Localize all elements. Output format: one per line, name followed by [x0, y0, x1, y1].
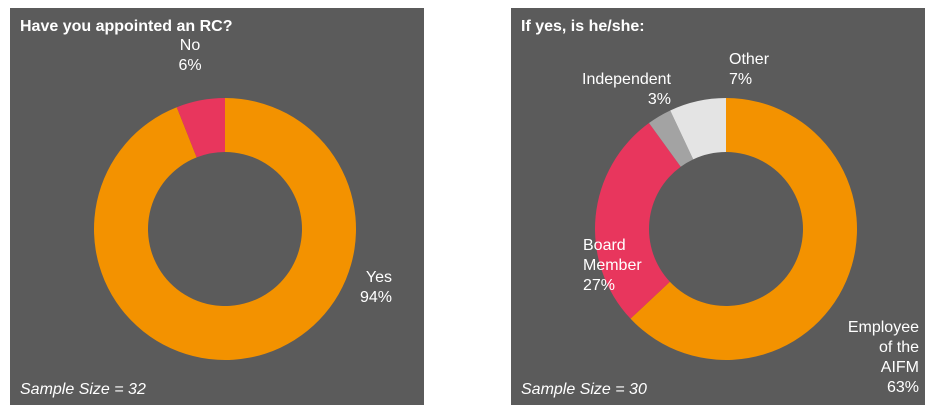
value-label: 63% [886, 379, 919, 396]
slice-label: Employee of the AIFM 63% [841, 318, 919, 398]
slice [595, 123, 681, 319]
donut [595, 98, 857, 360]
value-label: 27% [583, 277, 616, 294]
category-label: Independent [582, 71, 671, 88]
category-label: Other [729, 51, 770, 68]
slice-label: Board Member 27% [583, 236, 653, 296]
value-label: 3% [647, 91, 671, 108]
slice [93, 98, 357, 360]
footnote: Sample Size = 32 [20, 381, 146, 398]
chart-title: Have you appointed an RC? [20, 18, 233, 35]
slice [649, 110, 694, 167]
slice-label: No 6% [160, 36, 220, 76]
value-label: 7% [729, 71, 753, 88]
chart-title: If yes, is he/she: [521, 18, 645, 35]
slice-label: Other 7% [729, 50, 789, 90]
category-label: No [179, 37, 201, 54]
value-label: 6% [178, 57, 202, 74]
slice [176, 98, 225, 158]
value-label: 94% [359, 289, 392, 306]
slice-label: Yes 94% [340, 268, 392, 308]
category-label: Employee of the AIFM [847, 319, 919, 376]
slice [670, 98, 726, 160]
slice-label: Independent 3% [541, 70, 671, 110]
donut [93, 98, 357, 360]
category-label: Board Member [583, 237, 642, 274]
chart-panel: Have you appointed an RC? Sample Size = 3… [10, 8, 424, 405]
category-label: Yes [365, 269, 392, 286]
chart-panel: If yes, is he/she: Sample Size = 30 Employ… [511, 8, 925, 405]
slice [630, 98, 857, 360]
footnote: Sample Size = 30 [521, 381, 647, 398]
